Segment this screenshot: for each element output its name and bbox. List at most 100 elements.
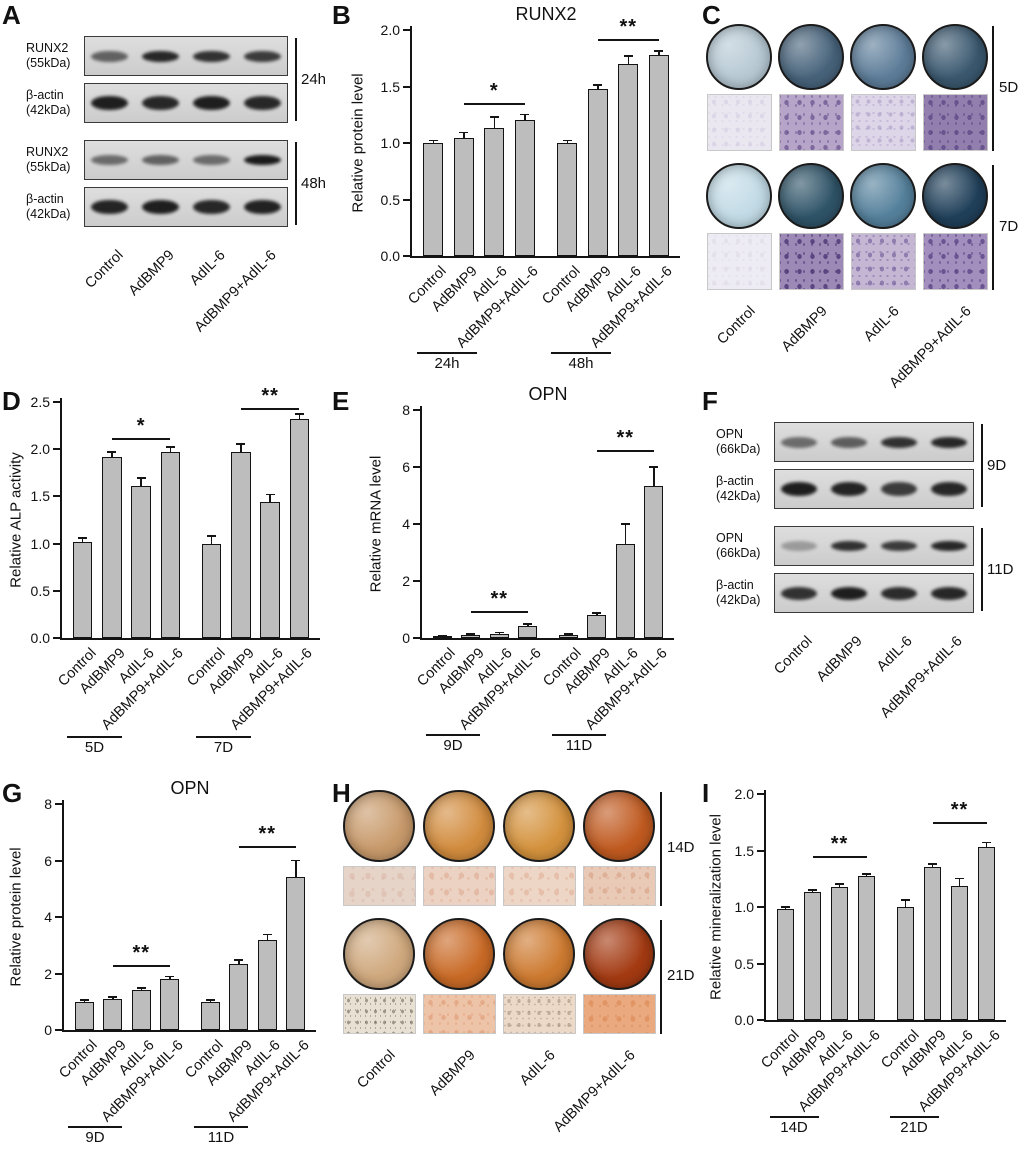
- error-bar-cap: [862, 873, 871, 875]
- error-bar-cap: [649, 466, 659, 468]
- protein-band: [781, 541, 817, 551]
- y-tick: [55, 916, 62, 918]
- y-tick: [757, 906, 764, 908]
- error-bar: [140, 988, 142, 991]
- error-bar-cap: [928, 863, 937, 865]
- y-tick-label: 0.5: [734, 955, 754, 972]
- y-tick: [413, 637, 420, 639]
- blot-row-label: β-actin (42kDa): [26, 187, 80, 227]
- blot-row-label: OPN (66kDa): [716, 526, 770, 566]
- lane-label: AdBMP9+AdIL-6: [191, 247, 280, 336]
- panel-H: H 14D 21D Control AdBMP9 AdIL-6 AdBMP9+AdIL-6: [330, 770, 700, 1163]
- error-bar-cap: [265, 493, 275, 496]
- panel-letter-B: B: [332, 0, 351, 30]
- error-bar: [83, 1000, 85, 1003]
- significance-label: **: [619, 16, 638, 39]
- culture-well: [423, 918, 495, 990]
- bar: [896, 907, 915, 1020]
- micrograph: [583, 866, 656, 906]
- error-bar: [931, 864, 934, 869]
- panel-letter-G: G: [2, 778, 23, 808]
- significance-line: [812, 856, 867, 859]
- error-bar-cap: [494, 631, 504, 634]
- error-bar-cap: [835, 883, 844, 885]
- blot-protein-name: β-actin: [26, 88, 64, 102]
- y-tick-label: 4: [402, 516, 410, 532]
- bar: [453, 138, 474, 256]
- bar: [644, 485, 664, 638]
- y-tick: [403, 198, 410, 201]
- group-line: [417, 352, 477, 354]
- error-bar-cap: [901, 899, 910, 901]
- time-label: 5D: [999, 78, 1019, 96]
- blot-protein-size: (42kDa): [26, 207, 71, 221]
- bar: [587, 88, 608, 256]
- time-bracket: [295, 38, 297, 121]
- protein-band: [781, 482, 817, 496]
- panel-letter-F: F: [702, 386, 718, 416]
- error-bar: [81, 537, 84, 543]
- error-bar: [596, 612, 598, 616]
- lane-label: AdIL-6: [517, 1047, 559, 1089]
- y-tick-label: 6: [402, 459, 410, 475]
- blot-protein-name: RUNX2: [26, 41, 69, 55]
- y-tick: [53, 542, 60, 545]
- group-label: 7D: [213, 739, 234, 756]
- error-bar: [169, 976, 171, 981]
- x-axis: [60, 638, 320, 640]
- bar-chart-mineralization: Relative mineralization level 0.0 0.5 1.0 1…: [700, 770, 1020, 1163]
- error-bar-cap: [523, 623, 533, 625]
- panel-I: I Relative mineralization level 0.0 0.5 1.…: [700, 770, 1020, 1163]
- significance-line: [463, 103, 525, 106]
- protein-band: [91, 155, 128, 165]
- bar-chart-alp: Relative ALP activity 0.0 0.5 1.0 1.5 2.0 2.5…: [0, 380, 330, 770]
- error-bar: [838, 884, 841, 888]
- error-bar-cap: [291, 859, 301, 862]
- y-tick: [53, 401, 60, 403]
- group-label: 14D: [780, 1119, 808, 1136]
- error-bar-cap: [78, 536, 88, 539]
- error-bar-cap: [520, 113, 530, 116]
- group-label: 21D: [900, 1119, 928, 1136]
- x-axis: [410, 256, 680, 258]
- error-bar-cap: [136, 477, 146, 480]
- time-label: 48h: [301, 174, 327, 192]
- error-bar: [169, 447, 172, 454]
- group-line: [552, 734, 606, 736]
- y-tick: [53, 589, 60, 592]
- western-blot-runx2: RUNX2 (55kDa) β-actin (42kDa) 24h RUNX2 (55kDa…: [26, 36, 330, 380]
- significance-label: *: [136, 414, 146, 437]
- error-bar-cap: [623, 54, 633, 57]
- error-bar: [210, 536, 213, 545]
- bar: [618, 63, 639, 256]
- error-bar: [266, 934, 268, 941]
- error-bar-cap: [165, 975, 175, 978]
- time-bracket: [992, 165, 994, 290]
- significance-label: **: [258, 823, 277, 846]
- lane-label: Control: [771, 633, 816, 678]
- y-tick: [53, 448, 60, 451]
- bar: [950, 885, 969, 1020]
- bar: [231, 452, 251, 638]
- error-bar: [904, 900, 907, 908]
- significance-label: **: [950, 799, 969, 822]
- error-bar-cap: [428, 139, 438, 142]
- time-label: 21D: [667, 967, 695, 984]
- y-axis: [764, 790, 766, 1020]
- y-tick: [413, 523, 420, 525]
- group-line: [195, 736, 252, 738]
- protein-band: [244, 200, 281, 214]
- error-bar-cap: [437, 634, 447, 637]
- panel-A: A RUNX2 (55kDa) β-actin (42kDa) 24h RUNX2 (55k…: [0, 0, 330, 380]
- error-bar-cap: [593, 84, 603, 86]
- error-bar: [240, 444, 242, 454]
- panel-G: G OPN Relative protein level 0 2 4 6 8 Contro…: [0, 770, 330, 1163]
- panel-letter-H: H: [332, 778, 351, 808]
- blot-protein-size: (42kDa): [716, 489, 761, 503]
- culture-well: [343, 790, 415, 862]
- time-label: 14D: [667, 839, 695, 856]
- error-bar: [784, 907, 787, 911]
- lane-label: AdBMP9+AdIL-6: [877, 633, 966, 722]
- error-bar-cap: [234, 959, 244, 961]
